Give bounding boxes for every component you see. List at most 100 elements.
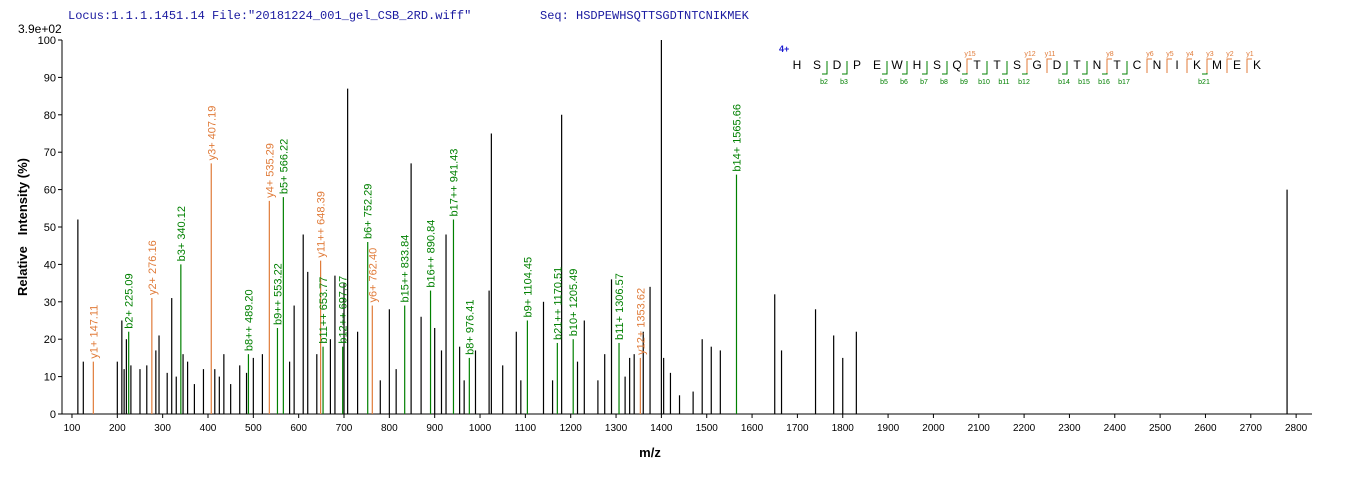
b-ion-label: b21 bbox=[1198, 79, 1210, 86]
residue: S bbox=[933, 58, 941, 72]
x-tick-label: 800 bbox=[381, 423, 398, 434]
peak-label: y3+ 407.19 bbox=[206, 106, 218, 161]
y-tick-label: 80 bbox=[44, 110, 56, 122]
b-ion-tick bbox=[982, 61, 988, 75]
scale-label: 3.9e+02 bbox=[18, 22, 62, 36]
x-tick-label: 2200 bbox=[1013, 423, 1036, 434]
b-ion-tick bbox=[1102, 61, 1108, 75]
peak-label: y4+ 535.29 bbox=[264, 143, 276, 198]
residue: S bbox=[1013, 58, 1021, 72]
peak-label: b11++ 653.77 bbox=[318, 277, 330, 344]
y-ion-tick bbox=[1146, 58, 1152, 73]
peak-label: y11++ 648.39 bbox=[316, 191, 328, 257]
x-tick-label: 1500 bbox=[696, 423, 719, 434]
x-tick-label: 2800 bbox=[1285, 423, 1308, 434]
peak-label: b16++ 890.84 bbox=[426, 220, 438, 288]
y-ion-tick bbox=[966, 58, 972, 73]
x-tick-label: 2300 bbox=[1058, 423, 1081, 434]
x-tick-label: 2400 bbox=[1104, 423, 1127, 434]
residue: Q bbox=[952, 58, 961, 72]
b-ion-tick bbox=[882, 61, 888, 75]
x-tick-label: 1900 bbox=[877, 423, 900, 434]
peak-label: b5+ 566.22 bbox=[278, 139, 290, 194]
y-tick-label: 30 bbox=[44, 297, 56, 309]
peak-label: b2+ 225.09 bbox=[124, 273, 136, 328]
y-ion-label: y8 bbox=[1106, 51, 1114, 58]
residue: W bbox=[891, 58, 903, 72]
b-ion-tick bbox=[822, 61, 828, 75]
peak-label: b14+ 1565.66 bbox=[731, 104, 743, 172]
y-tick-label: 10 bbox=[44, 372, 56, 384]
x-tick-label: 100 bbox=[64, 423, 81, 434]
residue: S bbox=[813, 58, 821, 72]
x-tick-label: 300 bbox=[154, 423, 171, 434]
b-ion-tick bbox=[922, 61, 928, 75]
y-tick-label: 0 bbox=[50, 409, 56, 421]
residue: M bbox=[1212, 58, 1222, 72]
peak-label: b8+ 976.41 bbox=[464, 300, 476, 355]
y-ion-label: y3 bbox=[1206, 51, 1214, 58]
y-ion-tick bbox=[1026, 58, 1032, 73]
sequence-label: Seq: HSDPEWHSQTTSGDTNTCNIKMEK bbox=[540, 9, 750, 23]
b-ion-label: b5 bbox=[880, 79, 888, 86]
y-ion-label: y12 bbox=[1024, 51, 1035, 58]
b-ion-label: b14 bbox=[1058, 79, 1070, 86]
y-ion-label: y11 bbox=[1045, 51, 1056, 58]
residue: H bbox=[793, 58, 802, 72]
residue: C bbox=[1133, 58, 1142, 72]
b-ion-label: b9 bbox=[960, 79, 968, 86]
peak-label: y6+ 762.40 bbox=[367, 248, 379, 303]
y-ion-label: y1 bbox=[1246, 51, 1254, 58]
b-ion-label: b2 bbox=[820, 79, 828, 86]
y-tick-label: 40 bbox=[44, 259, 56, 271]
peak-label: b9+ 1104.45 bbox=[522, 257, 534, 318]
x-tick-label: 900 bbox=[426, 423, 443, 434]
x-tick-label: 600 bbox=[290, 423, 307, 434]
y-tick-label: 60 bbox=[44, 185, 56, 197]
x-tick-label: 200 bbox=[109, 423, 126, 434]
x-tick-label: 1400 bbox=[650, 423, 673, 434]
b-ion-label: b12 bbox=[1018, 79, 1030, 86]
y-ion-tick bbox=[1106, 58, 1112, 73]
y-ion-tick bbox=[1166, 58, 1172, 73]
x-tick-label: 1800 bbox=[832, 423, 855, 434]
x-tick-label: 1000 bbox=[469, 423, 492, 434]
x-tick-label: 1700 bbox=[786, 423, 809, 434]
x-tick-label: 700 bbox=[336, 423, 353, 434]
b-ion-tick bbox=[1082, 61, 1088, 75]
peak-label: b11+ 1306.57 bbox=[614, 273, 626, 340]
residue: N bbox=[1093, 58, 1102, 72]
peak-label: b15++ 833.84 bbox=[400, 235, 412, 303]
y-ion-tick bbox=[1046, 58, 1052, 73]
peak-label: b17++ 941.43 bbox=[448, 149, 460, 217]
b-ion-label: b17 bbox=[1118, 79, 1130, 86]
y-ion-label: y2 bbox=[1226, 51, 1234, 58]
peak-label: y12+ 1353.62 bbox=[635, 288, 647, 355]
peak-label: y1+ 147.11 bbox=[88, 305, 100, 359]
x-tick-label: 1200 bbox=[560, 423, 583, 434]
b-ion-tick bbox=[962, 61, 968, 75]
residue: G bbox=[1032, 58, 1041, 72]
peak-label: b8++ 489.20 bbox=[243, 289, 255, 351]
residue: E bbox=[873, 58, 881, 72]
residue: K bbox=[1253, 58, 1261, 72]
y-ion-tick bbox=[1186, 58, 1192, 73]
y-tick-label: 50 bbox=[44, 222, 56, 234]
b-ion-label: b7 bbox=[920, 79, 928, 86]
b-ion-label: b11 bbox=[998, 79, 1009, 86]
x-tick-label: 2700 bbox=[1240, 423, 1263, 434]
b-ion-label: b6 bbox=[900, 79, 908, 86]
y-ion-label: y5 bbox=[1166, 51, 1174, 58]
y-ion-tick bbox=[1246, 58, 1252, 73]
peak-label: b3+ 340.12 bbox=[176, 206, 188, 261]
y-ion-tick bbox=[1226, 58, 1232, 73]
y-ion-label: y6 bbox=[1146, 51, 1154, 58]
peak-label: b6+ 752.29 bbox=[363, 184, 375, 239]
b-ion-tick bbox=[1022, 61, 1028, 75]
peak-label: b10+ 1205.49 bbox=[568, 269, 580, 337]
residue: T bbox=[973, 58, 981, 72]
residue: D bbox=[1053, 58, 1062, 72]
x-tick-label: 400 bbox=[200, 423, 217, 434]
